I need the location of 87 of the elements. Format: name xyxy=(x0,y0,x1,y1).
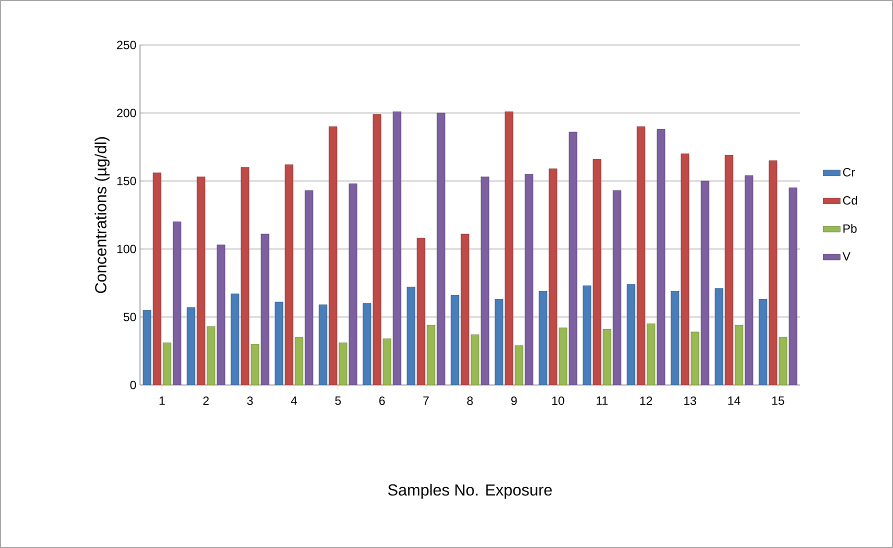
bar xyxy=(416,238,426,385)
bar xyxy=(328,126,338,385)
y-tick-label: 200 xyxy=(117,108,136,118)
x-tick-label: 8 xyxy=(467,396,473,406)
legend-label: Pb xyxy=(843,224,857,233)
x-tick-label: 4 xyxy=(290,396,297,405)
x-tick-label: 13 xyxy=(684,396,696,406)
bar xyxy=(524,174,534,385)
x-tick-label: 1 xyxy=(160,396,165,405)
y-axis-title: Concentrations (µg/dl) xyxy=(94,137,110,294)
bar xyxy=(274,302,284,385)
y-tick-label: 100 xyxy=(117,244,136,254)
x-tick-label: 15 xyxy=(772,396,784,405)
y-tick-label: 0 xyxy=(130,380,136,390)
x-tick-label: 3 xyxy=(247,396,253,406)
x-tick-label: 6 xyxy=(379,396,385,406)
x-tick-label: 2 xyxy=(203,396,209,405)
bar xyxy=(700,180,710,385)
bar xyxy=(338,342,348,385)
bar xyxy=(450,295,460,385)
bar xyxy=(382,338,392,385)
legend-label: Cd xyxy=(843,196,858,205)
bar xyxy=(744,175,754,385)
bar xyxy=(318,304,328,385)
bar xyxy=(724,154,734,385)
x-tick-label: 7 xyxy=(423,396,429,405)
bar xyxy=(348,184,358,385)
x-axis-title: Samples No. Exposure xyxy=(388,484,552,499)
bar xyxy=(558,328,568,385)
x-tick-label: 12 xyxy=(640,396,652,405)
y-tick-label: 50 xyxy=(124,312,136,322)
bar xyxy=(636,126,646,385)
bar xyxy=(568,132,578,385)
bar xyxy=(304,190,314,385)
bar xyxy=(152,172,162,385)
bar xyxy=(406,286,416,385)
bar xyxy=(494,299,504,385)
x-tick-label: 9 xyxy=(511,396,517,406)
x-tick-label: 14 xyxy=(728,396,740,405)
bar xyxy=(436,112,446,385)
bar xyxy=(602,329,612,385)
bar xyxy=(656,129,666,385)
legend-label: V xyxy=(842,252,850,261)
bar xyxy=(206,326,216,385)
bar xyxy=(362,303,372,385)
bar xyxy=(758,299,768,385)
bar xyxy=(548,168,558,385)
bar xyxy=(612,190,622,385)
bar xyxy=(460,234,470,385)
bar xyxy=(372,114,382,385)
bar xyxy=(504,111,514,385)
bar xyxy=(470,334,480,385)
bar xyxy=(216,244,226,385)
bar xyxy=(294,337,304,385)
y-tick-label: 150 xyxy=(117,176,136,186)
bar xyxy=(392,111,402,385)
bar xyxy=(788,188,798,385)
x-tick-label: 10 xyxy=(552,396,564,406)
bar xyxy=(250,344,260,385)
bar xyxy=(260,234,270,385)
bar xyxy=(646,324,656,385)
y-tick-label: 250 xyxy=(117,40,136,50)
bar xyxy=(196,176,206,385)
bar xyxy=(230,294,240,385)
bar xyxy=(172,222,182,385)
bar xyxy=(768,160,778,385)
bar xyxy=(734,324,744,385)
bar xyxy=(284,164,294,385)
bar xyxy=(670,290,680,385)
bar xyxy=(514,345,524,385)
bar xyxy=(426,324,436,385)
bar xyxy=(538,290,548,385)
bar xyxy=(582,286,592,385)
bar xyxy=(626,284,636,385)
x-tick-label: 11 xyxy=(596,396,608,405)
bar xyxy=(714,288,724,385)
bar xyxy=(480,176,490,385)
bar xyxy=(680,154,690,385)
bar xyxy=(162,342,172,385)
bar xyxy=(240,167,250,385)
legend-label: Cr xyxy=(843,168,855,176)
x-tick-label: 5 xyxy=(335,396,341,405)
bar xyxy=(142,310,152,385)
bar xyxy=(690,332,700,385)
bar xyxy=(778,337,788,385)
bar xyxy=(186,307,196,385)
bar xyxy=(592,159,602,385)
